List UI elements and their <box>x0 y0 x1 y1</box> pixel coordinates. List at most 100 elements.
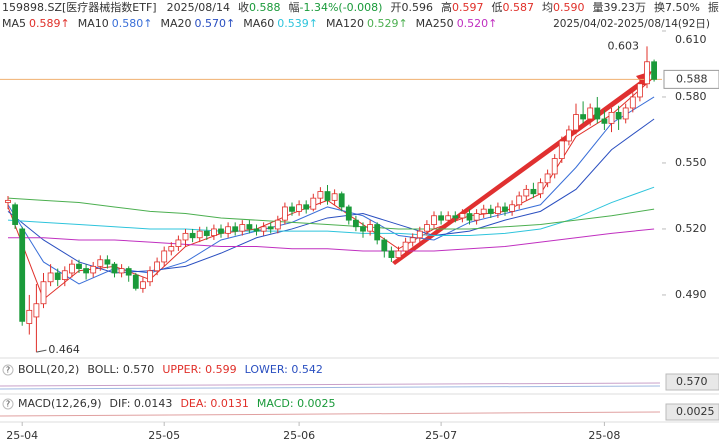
boll-item: BOLL: 0.570 <box>87 363 154 376</box>
candle-body <box>218 228 224 234</box>
candle-body <box>33 303 40 318</box>
candle-body <box>637 83 643 98</box>
candle-body <box>416 230 423 239</box>
candle-body <box>210 228 217 236</box>
stat-value: 39.23万 <box>603 1 646 14</box>
candle-body <box>601 118 608 124</box>
ma-name: MA5 <box>2 17 26 30</box>
x-tick-label: 25-04 <box>6 429 38 442</box>
boll-line <box>0 385 661 390</box>
stat-value: -1.34%(-0.008) <box>300 1 383 14</box>
low-connector <box>36 349 47 353</box>
y-tick-label: 0.490 <box>675 288 707 301</box>
help-icon <box>2 398 14 410</box>
candle-body <box>459 213 466 219</box>
candle-body <box>168 246 175 252</box>
boll-tag <box>665 373 719 391</box>
candle-body <box>452 215 459 219</box>
boll-tag-label: 0.570 <box>676 375 708 388</box>
ma-value: 0.589↑ <box>29 17 70 30</box>
candle-body <box>409 237 416 243</box>
candle-body <box>12 204 19 225</box>
high-label: 0.603 <box>608 39 640 52</box>
candle-body <box>203 230 210 236</box>
stat-value: 0.590 <box>553 1 585 14</box>
candle-body <box>551 158 558 175</box>
candle-body <box>431 215 437 225</box>
candle-body <box>423 224 430 232</box>
help-mark: ? <box>6 400 10 409</box>
x-tick-label: 25-08 <box>588 429 620 442</box>
candle-body <box>189 232 196 239</box>
candle-body <box>331 193 338 201</box>
stat-label: 开 <box>390 1 401 14</box>
candle-body <box>395 250 402 258</box>
candle-body <box>615 111 622 120</box>
candle-body <box>580 114 586 120</box>
help-icon <box>2 364 14 376</box>
candle-body <box>161 250 168 263</box>
candle-body <box>651 61 657 80</box>
candle-body <box>225 226 232 234</box>
stat-value: 0.597 <box>452 1 484 14</box>
candle-body <box>132 274 139 289</box>
candle-body <box>90 265 97 274</box>
candle-body <box>19 228 26 322</box>
candle-body <box>154 261 161 272</box>
y-tick-label: 0.610 <box>675 33 707 46</box>
candle-body <box>438 215 445 221</box>
stat-label: 高 <box>441 0 452 14</box>
macd-line <box>0 411 661 417</box>
candle-body <box>76 263 82 269</box>
macd-item: MACD: 0.0025 <box>257 397 336 410</box>
candle-body <box>537 182 544 195</box>
candle-body <box>644 61 650 85</box>
ma-name: MA250 <box>416 17 454 30</box>
candle-body <box>523 188 530 197</box>
ma-line <box>7 186 655 237</box>
candle-body <box>267 226 274 230</box>
candle-body <box>544 173 551 184</box>
boll-item: BOLL(20,2) <box>18 363 79 376</box>
candle-body <box>125 268 132 276</box>
candle-body <box>374 224 381 241</box>
stat-label: 振 <box>708 0 719 14</box>
candle-body <box>388 250 395 258</box>
stat-label: 收 <box>238 0 249 14</box>
ma-value: 0.580↑ <box>112 17 153 30</box>
candle-body <box>352 219 359 228</box>
stat-label: 低 <box>491 1 502 14</box>
candle-body <box>83 268 89 274</box>
boll-item: UPPER: 0.599 <box>162 363 236 376</box>
date-range[interactable]: 2025/04/02-2025/08/14(92日) <box>553 18 710 30</box>
candle-body <box>487 208 494 214</box>
candle-body <box>594 107 601 120</box>
help-mark: ? <box>6 366 10 375</box>
macd-item: DIF: 0.0143 <box>110 397 173 410</box>
ma-name: MA120 <box>326 17 364 30</box>
macd-tag <box>665 403 719 421</box>
y-tick-label: 0.580 <box>675 90 707 103</box>
price-tag-label: 0.588 <box>676 72 708 85</box>
price-tag <box>663 69 719 89</box>
ma-value: 0.570↑ <box>194 17 235 30</box>
candle-body <box>147 270 153 283</box>
candle-body <box>175 239 182 247</box>
candle-body <box>69 263 75 274</box>
ma-name: MA60 <box>243 17 274 30</box>
candle-body <box>260 226 267 232</box>
candle-body <box>381 239 388 252</box>
candle-body <box>111 263 118 274</box>
candle-body <box>118 268 125 274</box>
candle-body <box>466 213 473 221</box>
candle-body <box>47 272 54 283</box>
ma-value: 0.529↑ <box>367 17 408 30</box>
ma-line <box>7 197 655 230</box>
candle-body <box>253 228 260 232</box>
candle-body <box>317 191 324 199</box>
candle-body <box>480 208 487 214</box>
candle-body <box>232 226 239 232</box>
candle-body <box>367 224 374 232</box>
macd-item: MACD(12,26,9) <box>18 397 102 410</box>
candle-body <box>274 219 281 230</box>
